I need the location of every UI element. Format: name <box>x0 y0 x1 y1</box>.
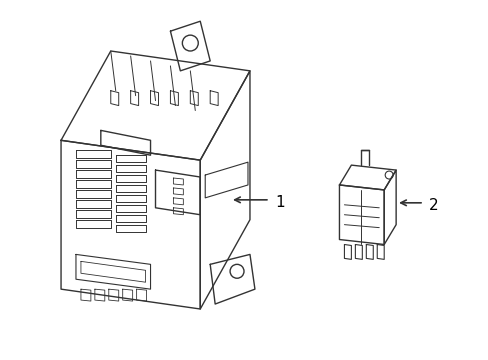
Text: 2: 2 <box>428 198 438 213</box>
Text: 1: 1 <box>274 195 284 210</box>
